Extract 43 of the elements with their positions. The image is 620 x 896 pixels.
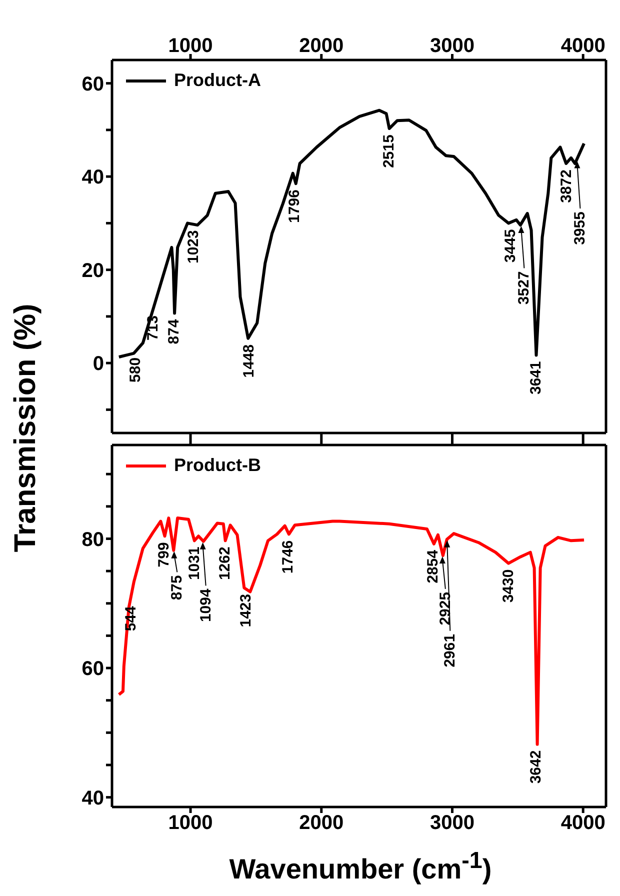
x-tick-label: 4000 <box>560 812 606 834</box>
y-tick-label: 0 <box>92 353 104 376</box>
annotation: 3955 <box>572 212 589 245</box>
annotation: 1746 <box>280 540 297 574</box>
x-tick-label: 3000 <box>430 812 474 834</box>
y-tick-label: 40 <box>82 166 104 189</box>
x-tick-label: 3000 <box>430 35 474 57</box>
annotation: 544 <box>122 605 140 632</box>
annotation: 1448 <box>240 344 258 378</box>
annotation: 1094 <box>197 588 214 622</box>
annotation: 3445 <box>502 229 519 263</box>
annotation: 875 <box>168 575 186 600</box>
y-axis-title: Transmission (%) <box>9 303 43 552</box>
y-tick-label: 80 <box>82 528 104 551</box>
annotation: 3872 <box>558 170 575 203</box>
annotation: 1262 <box>216 546 234 580</box>
annotation: 3642 <box>528 750 545 784</box>
x-tick-label: 2000 <box>299 812 344 834</box>
x-tick-label: 4000 <box>560 35 606 57</box>
annotation: 580 <box>127 357 144 382</box>
annotation: 1423 <box>237 594 254 628</box>
annotation: 1031 <box>186 546 204 580</box>
annotation: 2854 <box>424 549 442 584</box>
annotation: 799 <box>156 542 173 568</box>
y-tick-label: 40 <box>82 787 104 810</box>
legend-label: Product-A <box>174 70 261 91</box>
y-tick-label: 60 <box>82 73 104 96</box>
x-tick-label: 2000 <box>299 35 344 57</box>
annotation: 1023 <box>185 230 202 264</box>
annotation: 874 <box>166 318 183 344</box>
x-tick-label: 1000 <box>168 35 213 57</box>
annotation: 3430 <box>500 569 518 603</box>
annotation: 2961 <box>442 634 459 668</box>
legend-label: Product-B <box>174 455 261 476</box>
annotation: 3641 <box>528 361 545 395</box>
y-tick-label: 60 <box>82 658 104 680</box>
x-axis-title: Wavenumber (cm$^{-1}$) <box>228 846 493 885</box>
line-series <box>117 516 586 746</box>
annotation: 3527 <box>516 271 533 305</box>
annotation: 1796 <box>286 190 304 223</box>
y-tick-label: 20 <box>82 260 104 282</box>
x-tick-label: 1000 <box>168 812 213 834</box>
annotation: 2515 <box>380 134 398 168</box>
